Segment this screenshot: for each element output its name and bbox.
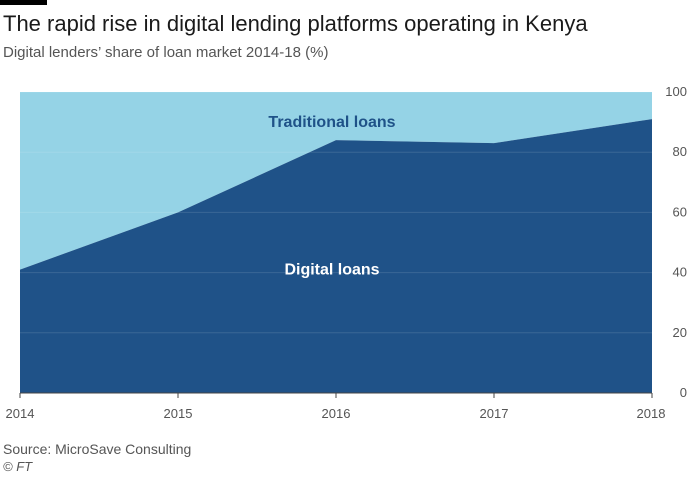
area-traditional-loans xyxy=(20,92,652,270)
area-digital-loans xyxy=(20,119,652,393)
y-tick-label: 0 xyxy=(680,385,687,400)
y-tick-label: 40 xyxy=(673,265,687,280)
chart-subtitle: Digital lenders’ share of loan market 20… xyxy=(3,44,329,61)
label-traditional-loans: Traditional loans xyxy=(268,114,395,131)
chart-plot: 0 20 40 60 80 100 2014 2015 2016 2017 2018 Tradit… xyxy=(6,84,687,421)
x-tick-label: 2016 xyxy=(322,406,351,421)
chart-areas xyxy=(20,92,652,393)
x-tick-label: 2014 xyxy=(6,406,35,421)
y-tick-label: 80 xyxy=(673,144,687,159)
y-tick-label: 20 xyxy=(673,325,687,340)
label-digital-loans: Digital loans xyxy=(284,262,379,279)
source-note: Source: MicroSave Consulting xyxy=(3,441,192,457)
y-tick-label: 100 xyxy=(665,84,687,99)
series-labels: Traditional loans Digital loans xyxy=(268,114,395,278)
x-tick-label: 2018 xyxy=(637,406,666,421)
brand-bar xyxy=(0,0,47,5)
copyright-note: © FT xyxy=(3,459,33,474)
y-axis: 0 20 40 60 80 100 xyxy=(665,84,687,400)
x-axis: 2014 2015 2016 2017 2018 xyxy=(6,393,666,421)
x-tick-label: 2017 xyxy=(480,406,509,421)
y-tick-label: 60 xyxy=(673,204,687,219)
chart-title: The rapid rise in digital lending platfo… xyxy=(3,11,588,36)
x-tick-label: 2015 xyxy=(164,406,193,421)
